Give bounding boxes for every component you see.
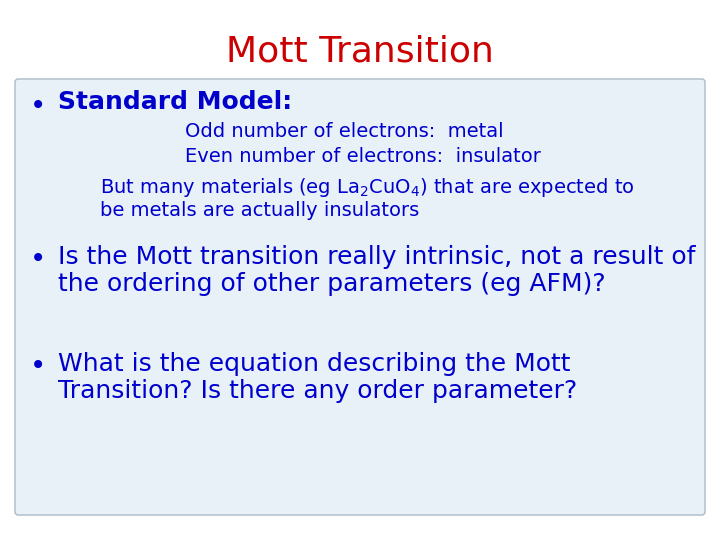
Text: the ordering of other parameters (eg AFM)?: the ordering of other parameters (eg AFM…	[58, 272, 606, 296]
Text: •: •	[30, 352, 46, 380]
Text: Is the Mott transition really intrinsic, not a result of: Is the Mott transition really intrinsic,…	[58, 245, 696, 269]
Text: be metals are actually insulators: be metals are actually insulators	[100, 201, 419, 220]
Text: •: •	[30, 245, 46, 273]
Text: Transition? Is there any order parameter?: Transition? Is there any order parameter…	[58, 379, 577, 403]
Text: Even number of electrons:  insulator: Even number of electrons: insulator	[185, 147, 541, 166]
Text: •: •	[30, 92, 46, 120]
Text: Standard Model:: Standard Model:	[58, 90, 292, 114]
Text: Mott Transition: Mott Transition	[226, 35, 494, 69]
Text: Odd number of electrons:  metal: Odd number of electrons: metal	[185, 122, 503, 141]
Text: But many materials (eg La$_2$CuO$_4$) that are expected to: But many materials (eg La$_2$CuO$_4$) th…	[100, 176, 635, 199]
Text: What is the equation describing the Mott: What is the equation describing the Mott	[58, 352, 570, 376]
FancyBboxPatch shape	[15, 79, 705, 515]
